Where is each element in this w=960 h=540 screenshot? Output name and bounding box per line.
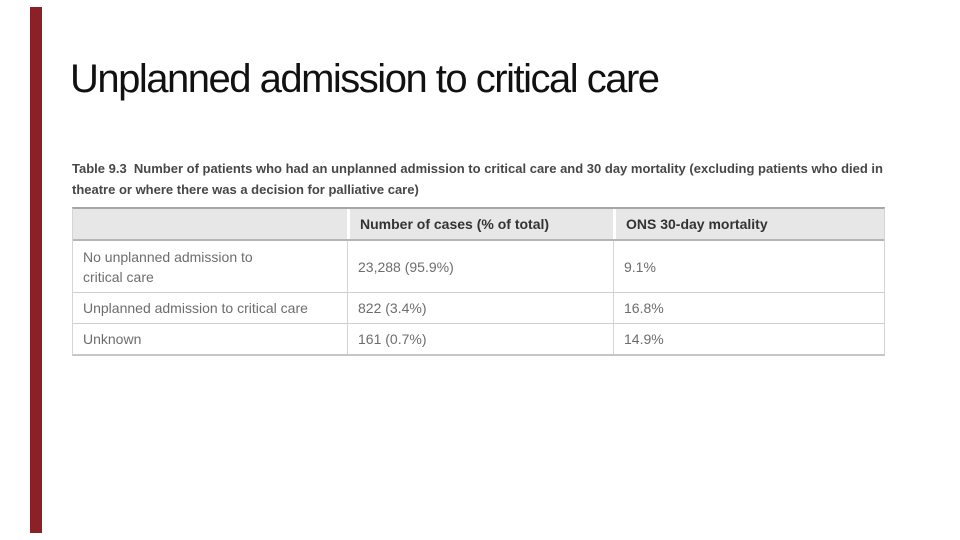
slide-accent-bar <box>30 7 42 533</box>
cell-category: Unknown <box>83 331 142 347</box>
cell-cases: 161 (0.7%) <box>347 324 613 354</box>
cell-cases: 822 (3.4%) <box>347 293 613 323</box>
table-row: Unplanned admission to critical care 822… <box>73 293 884 324</box>
table-caption: Table 9.3 Number of patients who had an … <box>72 161 887 197</box>
cell-mortality: 16.8% <box>613 293 884 323</box>
table-row: Unknown 161 (0.7%) 14.9% <box>73 324 884 354</box>
header-cell-mortality: ONS 30-day mortality <box>613 209 884 239</box>
table-row: No unplanned admission to critical care … <box>73 241 884 293</box>
cell-category: Unplanned admission to critical care <box>83 300 308 316</box>
cell-mortality: 14.9% <box>613 324 884 354</box>
cell-category: No unplanned admission to critical care <box>83 248 253 285</box>
cell-mortality: 9.1% <box>613 241 884 292</box>
page-title: Unplanned admission to critical care <box>70 57 660 101</box>
data-table: Number of cases (% of total) ONS 30-day … <box>72 207 885 356</box>
header-cell-cases: Number of cases (% of total) <box>347 209 613 239</box>
table-header-row: Number of cases (% of total) ONS 30-day … <box>73 209 884 241</box>
cell-cases: 23,288 (95.9%) <box>347 241 613 292</box>
header-cell-category <box>73 209 347 239</box>
